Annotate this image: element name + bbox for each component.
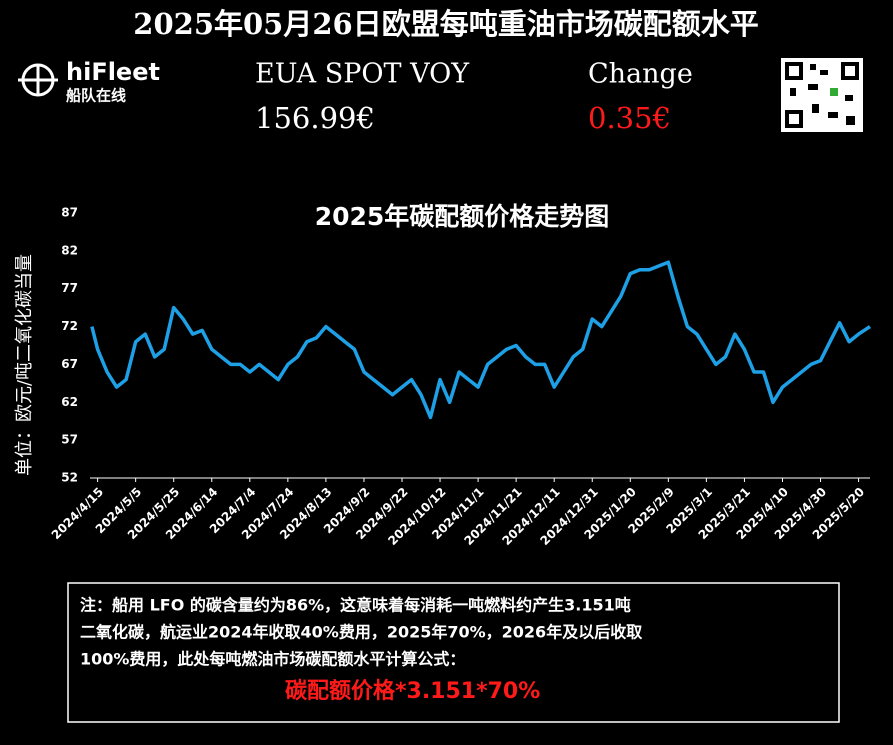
brand-sub: 船队在线 — [66, 87, 126, 105]
spot-value: 156.99€ — [255, 101, 375, 135]
y-tick-label: 72 — [61, 319, 78, 333]
logo-icon — [18, 63, 58, 97]
chart-title: 2025年碳配额价格走势图 — [315, 202, 610, 231]
y-tick-label: 62 — [61, 395, 78, 409]
change-value: 0.35€ — [588, 101, 671, 135]
formula: 碳配额价格*3.151*70% — [285, 678, 540, 704]
note-line: 注：船用 LFO 的碳含量约为86%，这意味着每消耗一吨燃料约产生3.151吨 — [80, 596, 631, 615]
change-label: Change — [588, 59, 693, 90]
qr-code — [781, 58, 863, 132]
y-tick-label: 52 — [61, 471, 78, 485]
spot-label: EUA SPOT VOY — [255, 59, 470, 90]
brand: hiFleet — [66, 58, 160, 86]
y-axis-label: 单位：欧元/吨二氧化碳当量 — [14, 254, 35, 476]
price-line — [90, 260, 871, 420]
note-line: 二氧化碳，航运业2024年收取40%费用，2025年70%，2026年及以后收取 — [80, 623, 642, 642]
note-line: 100%费用，此处每吨燃油市场碳配额水平计算公式： — [80, 650, 465, 669]
y-tick-label: 57 — [61, 433, 78, 447]
y-tick-label: 77 — [61, 281, 78, 295]
y-tick-label: 82 — [61, 243, 78, 257]
y-tick-label: 67 — [61, 357, 78, 371]
y-tick-label: 87 — [61, 206, 78, 220]
note-box — [67, 582, 840, 723]
page-title: 2025年05月26日欧盟每吨重油市场碳配额水平 — [133, 7, 758, 41]
